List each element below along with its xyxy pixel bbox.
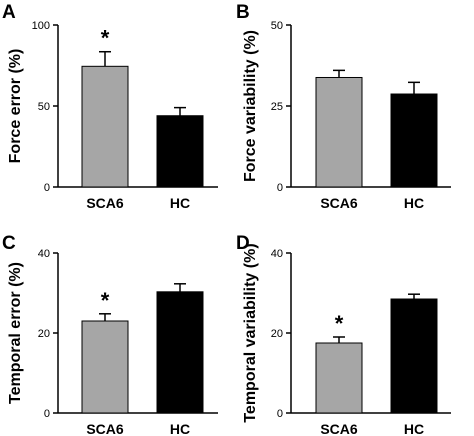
panel-c-tick-label: 40 — [38, 248, 50, 260]
panel-b-category-label: HC — [404, 195, 424, 211]
panel-d-bar-hc — [390, 298, 438, 414]
panel-a-significance-marker: * — [101, 26, 110, 51]
panel-b-y-axis-label: Force variability (%) — [242, 30, 259, 182]
panel-c-category-label: SCA6 — [86, 421, 124, 436]
panel-a-letter: A — [2, 2, 16, 23]
panel-d-tick-label: 40 — [271, 248, 283, 260]
panel-a-category-label: SCA6 — [86, 195, 124, 211]
panel-d-significance-marker: * — [335, 311, 344, 336]
panel-c-letter: C — [2, 233, 16, 254]
panel-b-letter: B — [236, 2, 250, 23]
panel-a-category-label: HC — [170, 195, 190, 211]
panel-d-tick-label: 0 — [277, 408, 283, 420]
panel-b-tick-label: 25 — [271, 101, 283, 113]
panel-b-bar-hc — [390, 93, 438, 188]
panel-c-tick-label: 0 — [44, 408, 50, 420]
panel-b-tick-label: 0 — [277, 182, 283, 194]
panel-a-tick-label: 100 — [32, 20, 50, 32]
panel-c-bar-sca6 — [81, 320, 129, 414]
panel-b-tick-label: 50 — [271, 20, 283, 32]
panel-a-tick-label: 50 — [38, 101, 50, 113]
panel-c-tick-label: 20 — [38, 328, 50, 340]
panel-c-bar-hc — [156, 291, 204, 414]
panel-c-significance-marker: * — [101, 288, 110, 313]
panel-a-bar-hc — [156, 115, 204, 188]
panel-d-category-label: SCA6 — [320, 421, 358, 436]
panel-d-y-axis-label: Temporal variability (%) — [242, 243, 259, 422]
panel-b-category-label: SCA6 — [320, 195, 358, 211]
panel-b-bar-sca6 — [315, 76, 363, 188]
panel-c-category-label: HC — [170, 421, 190, 436]
panel-d-bar-sca6 — [315, 342, 363, 414]
panel-d-tick-label: 20 — [271, 328, 283, 340]
panel-a-y-axis-label: Force error (%) — [7, 49, 24, 164]
panel-a-bar-sca6 — [81, 65, 129, 188]
panel-d-category-label: HC — [404, 421, 424, 436]
panel-a-tick-label: 0 — [44, 182, 50, 194]
panel-c-y-axis-label: Temporal error (%) — [7, 262, 24, 404]
panel-d-letter: D — [236, 233, 250, 254]
